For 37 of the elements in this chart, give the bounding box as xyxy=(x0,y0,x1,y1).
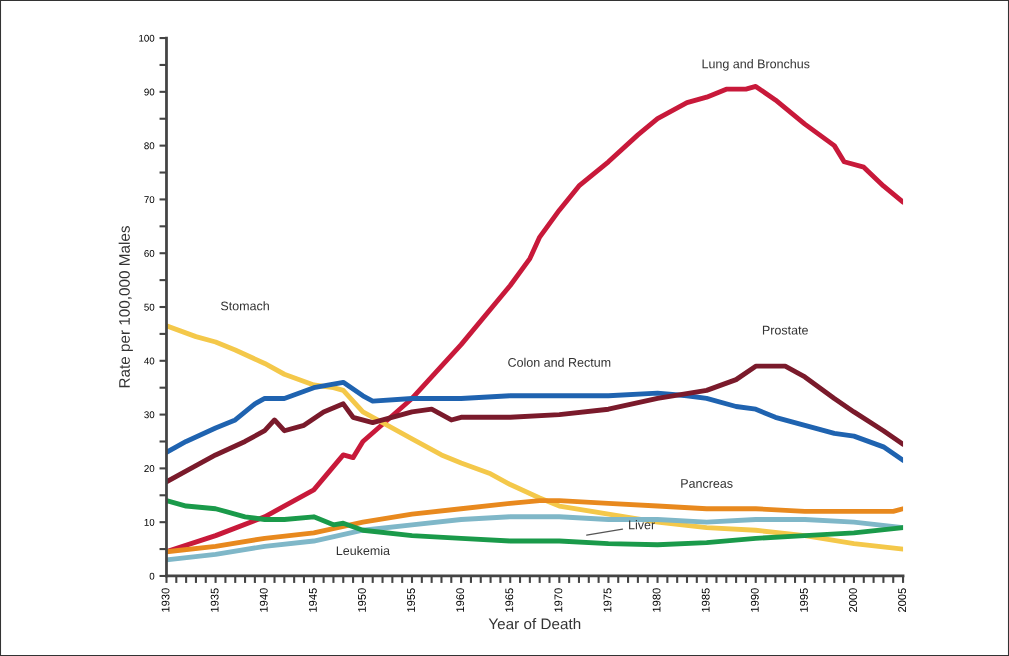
x-tick-label: 1990 xyxy=(750,588,759,612)
x-axis-title: Year of Death xyxy=(488,618,581,630)
y-tick-label: 90 xyxy=(144,88,155,96)
y-tick-label: 20 xyxy=(144,465,155,472)
text: Colon and Rectum xyxy=(508,357,611,367)
x-tick-label: 1935 xyxy=(210,588,219,612)
x-tick-label: 1960 xyxy=(456,588,465,612)
y-tick-label: 10 xyxy=(144,518,155,526)
x-tick-label: 1940 xyxy=(259,588,268,612)
x-tick-label: 1930 xyxy=(161,588,170,612)
series-label: Leukemia xyxy=(336,545,390,556)
text: Prostate xyxy=(762,325,808,335)
x-tick-label: 1965 xyxy=(505,588,514,612)
y-tick-label: 60 xyxy=(144,249,155,257)
x-tick-label: 1975 xyxy=(603,588,612,612)
y-tick-label: 100 xyxy=(139,34,155,42)
y-tick-label: 70 xyxy=(144,196,155,204)
y-tick-label: 50 xyxy=(144,303,155,311)
x-tick-label: 2000 xyxy=(849,588,857,612)
line-series xyxy=(166,379,904,463)
series-label: Lung and Bronchus xyxy=(702,59,810,71)
x-tick-label: 1980 xyxy=(652,588,661,612)
text: Stomach xyxy=(220,301,269,311)
x-tick-label: 2005 xyxy=(898,588,907,612)
x-tick-label: 1995 xyxy=(799,588,808,612)
y-axis-title: Rate per 100,000 Males xyxy=(118,226,133,388)
y-tick-label: 40 xyxy=(144,357,155,365)
x-tick-label: 1985 xyxy=(701,588,710,612)
series-label: Liver xyxy=(629,520,655,530)
y-tick-label: 0 xyxy=(149,572,155,580)
y-tick-label: 30 xyxy=(144,411,155,419)
series-label: Pancreas xyxy=(681,479,733,488)
x-tick-label: 1955 xyxy=(407,588,415,612)
x-tick-label: 1970 xyxy=(554,588,563,612)
x-tick-label: 1950 xyxy=(358,588,366,612)
y-tick-label: 80 xyxy=(144,142,155,150)
x-tick-label: 1945 xyxy=(308,588,317,612)
